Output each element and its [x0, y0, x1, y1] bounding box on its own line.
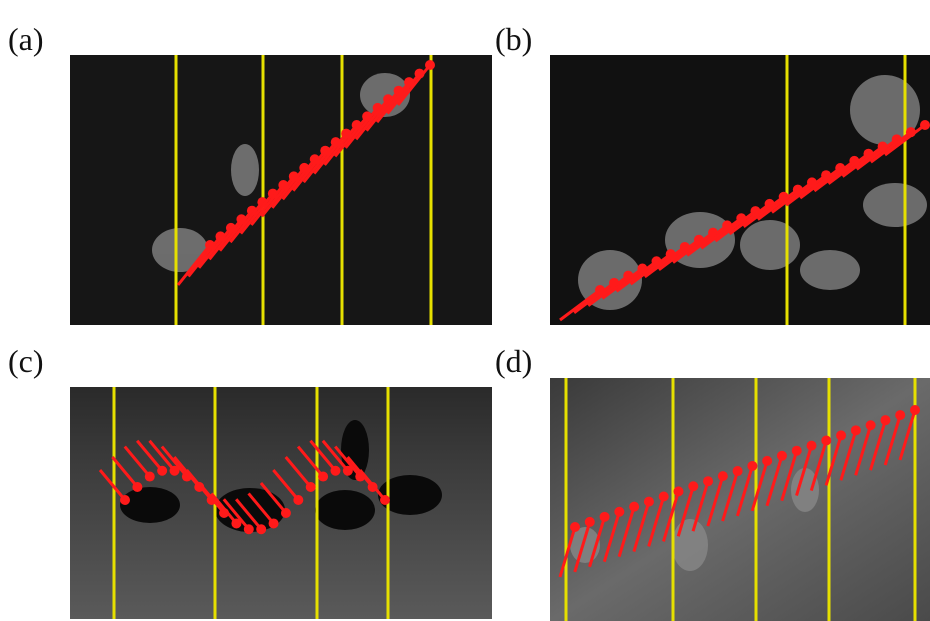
point: [703, 476, 713, 486]
point: [836, 430, 846, 440]
point: [585, 517, 595, 527]
point: [821, 436, 831, 446]
point: [733, 466, 743, 476]
point: [792, 446, 802, 456]
point: [718, 471, 728, 481]
panel-label: (d): [495, 343, 532, 379]
figure: (a) (b) (c) (d): [0, 0, 930, 621]
point: [157, 466, 167, 476]
point: [688, 481, 698, 491]
point: [644, 497, 654, 507]
panel-label: (a): [8, 21, 44, 57]
point: [269, 518, 279, 528]
point: [318, 472, 328, 482]
point: [244, 524, 254, 534]
photo-d: [550, 378, 930, 621]
point: [777, 451, 787, 461]
point: [570, 522, 580, 532]
point: [306, 482, 316, 492]
point: [293, 495, 303, 505]
point: [762, 456, 772, 466]
point: [120, 495, 130, 505]
point: [659, 491, 669, 501]
point: [747, 461, 757, 471]
panel-label: (b): [495, 21, 532, 57]
point: [866, 420, 876, 430]
point: [895, 410, 905, 420]
panel-label: (c): [8, 343, 44, 379]
point: [145, 472, 155, 482]
point: [920, 120, 930, 130]
point: [281, 508, 291, 518]
point: [380, 495, 390, 505]
point: [614, 507, 624, 517]
point: [330, 466, 340, 476]
point: [807, 441, 817, 451]
point: [256, 524, 266, 534]
point: [880, 415, 890, 425]
point: [910, 405, 920, 415]
point: [629, 502, 639, 512]
point: [673, 486, 683, 496]
point: [851, 425, 861, 435]
point: [600, 512, 610, 522]
point: [132, 482, 142, 492]
point: [425, 60, 435, 70]
